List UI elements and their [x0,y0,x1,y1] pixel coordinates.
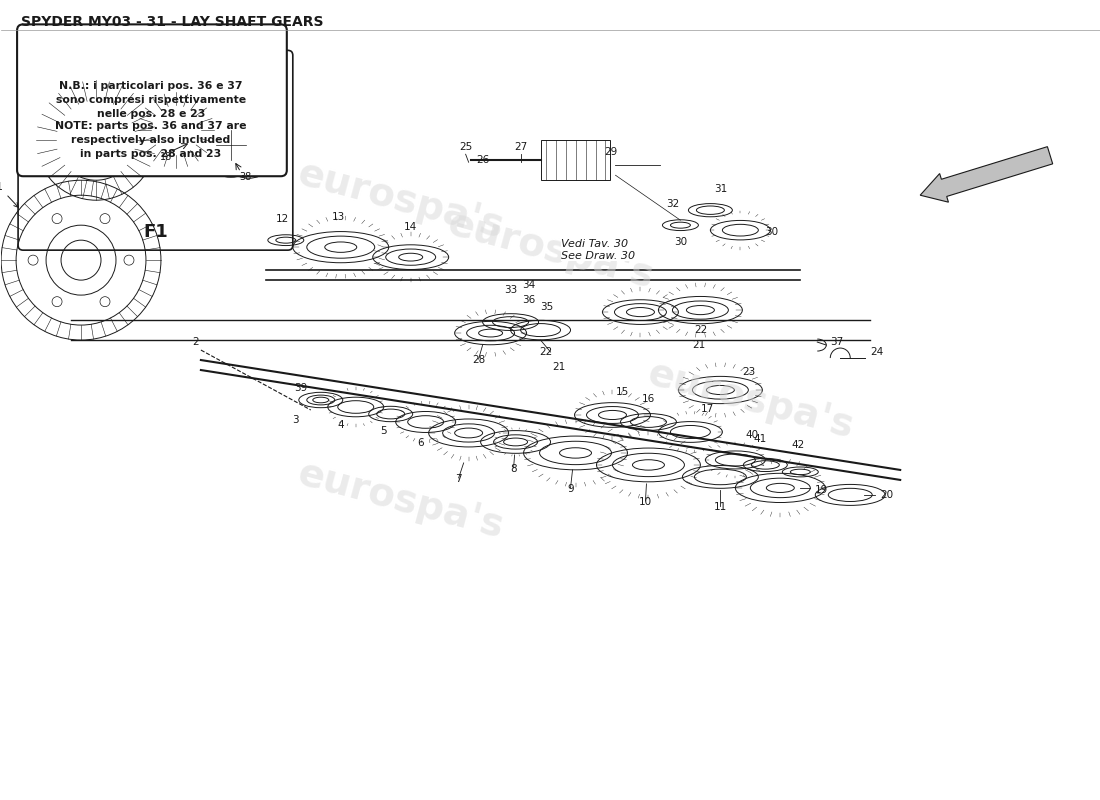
Text: 21: 21 [552,362,565,372]
Text: 5: 5 [381,426,387,436]
Text: 15: 15 [616,387,629,397]
Text: 36: 36 [521,295,536,305]
Text: 35: 35 [540,302,553,312]
Text: F1: F1 [144,223,168,241]
Text: eurospa's: eurospa's [294,454,508,546]
Text: 31: 31 [714,184,727,194]
Text: 8: 8 [510,464,517,474]
Bar [540,140,611,180]
Text: 28: 28 [472,355,485,365]
Text: 22: 22 [539,347,552,357]
Text: 37: 37 [830,337,844,347]
Text: 27: 27 [514,142,527,152]
Text: 32: 32 [666,199,679,209]
Text: 10: 10 [639,497,652,507]
Text: 20: 20 [880,490,893,500]
Text: 26: 26 [476,155,490,166]
Text: eurospa's: eurospa's [644,354,858,446]
Text: 2: 2 [192,337,199,347]
FancyBboxPatch shape [18,50,293,250]
Text: 6: 6 [417,438,424,448]
Text: 3: 3 [293,415,299,425]
Text: 9: 9 [568,484,574,494]
Text: 34: 34 [521,280,536,290]
Text: 13: 13 [332,212,345,222]
Text: 23: 23 [742,367,756,377]
Text: Vedi Tav. 30
See Draw. 30: Vedi Tav. 30 See Draw. 30 [561,239,635,261]
Text: 12: 12 [276,214,289,224]
FancyArrow shape [921,146,1053,202]
Text: 17: 17 [701,404,714,414]
Text: 33: 33 [504,285,517,295]
Text: 21: 21 [692,340,705,350]
Text: 25: 25 [459,142,472,152]
Text: 4: 4 [338,420,344,430]
Text: 38: 38 [240,172,252,182]
Text: 22: 22 [694,325,707,335]
Text: 40: 40 [746,430,759,440]
Text: 39: 39 [294,383,307,393]
Text: 24: 24 [870,347,883,357]
Text: NOTE: parts pos. 36 and 37 are
respectively also included
in parts pos. 28 and 2: NOTE: parts pos. 36 and 37 are respectiv… [55,122,246,159]
Text: eurospa's: eurospa's [294,154,508,246]
Text: 11: 11 [714,502,727,512]
Text: 42: 42 [792,440,805,450]
Text: 30: 30 [766,227,779,237]
Text: 41: 41 [754,434,767,444]
Text: 19: 19 [815,485,828,495]
Text: SPYDER MY03 - 31 - LAY SHAFT GEARS: SPYDER MY03 - 31 - LAY SHAFT GEARS [21,15,323,30]
Text: 16: 16 [641,394,656,404]
Text: 14: 14 [404,222,417,232]
Text: 1: 1 [0,182,19,207]
Text: 7: 7 [455,474,462,484]
FancyBboxPatch shape [18,24,287,176]
Text: 30: 30 [674,237,688,247]
Text: N.B.: i particolari pos. 36 e 37
sono compresi rispettivamente
nelle pos. 28 e 2: N.B.: i particolari pos. 36 e 37 sono co… [56,82,246,119]
Text: eurospa's: eurospa's [443,204,658,296]
Text: 18: 18 [160,152,172,162]
Text: 29: 29 [604,147,617,158]
